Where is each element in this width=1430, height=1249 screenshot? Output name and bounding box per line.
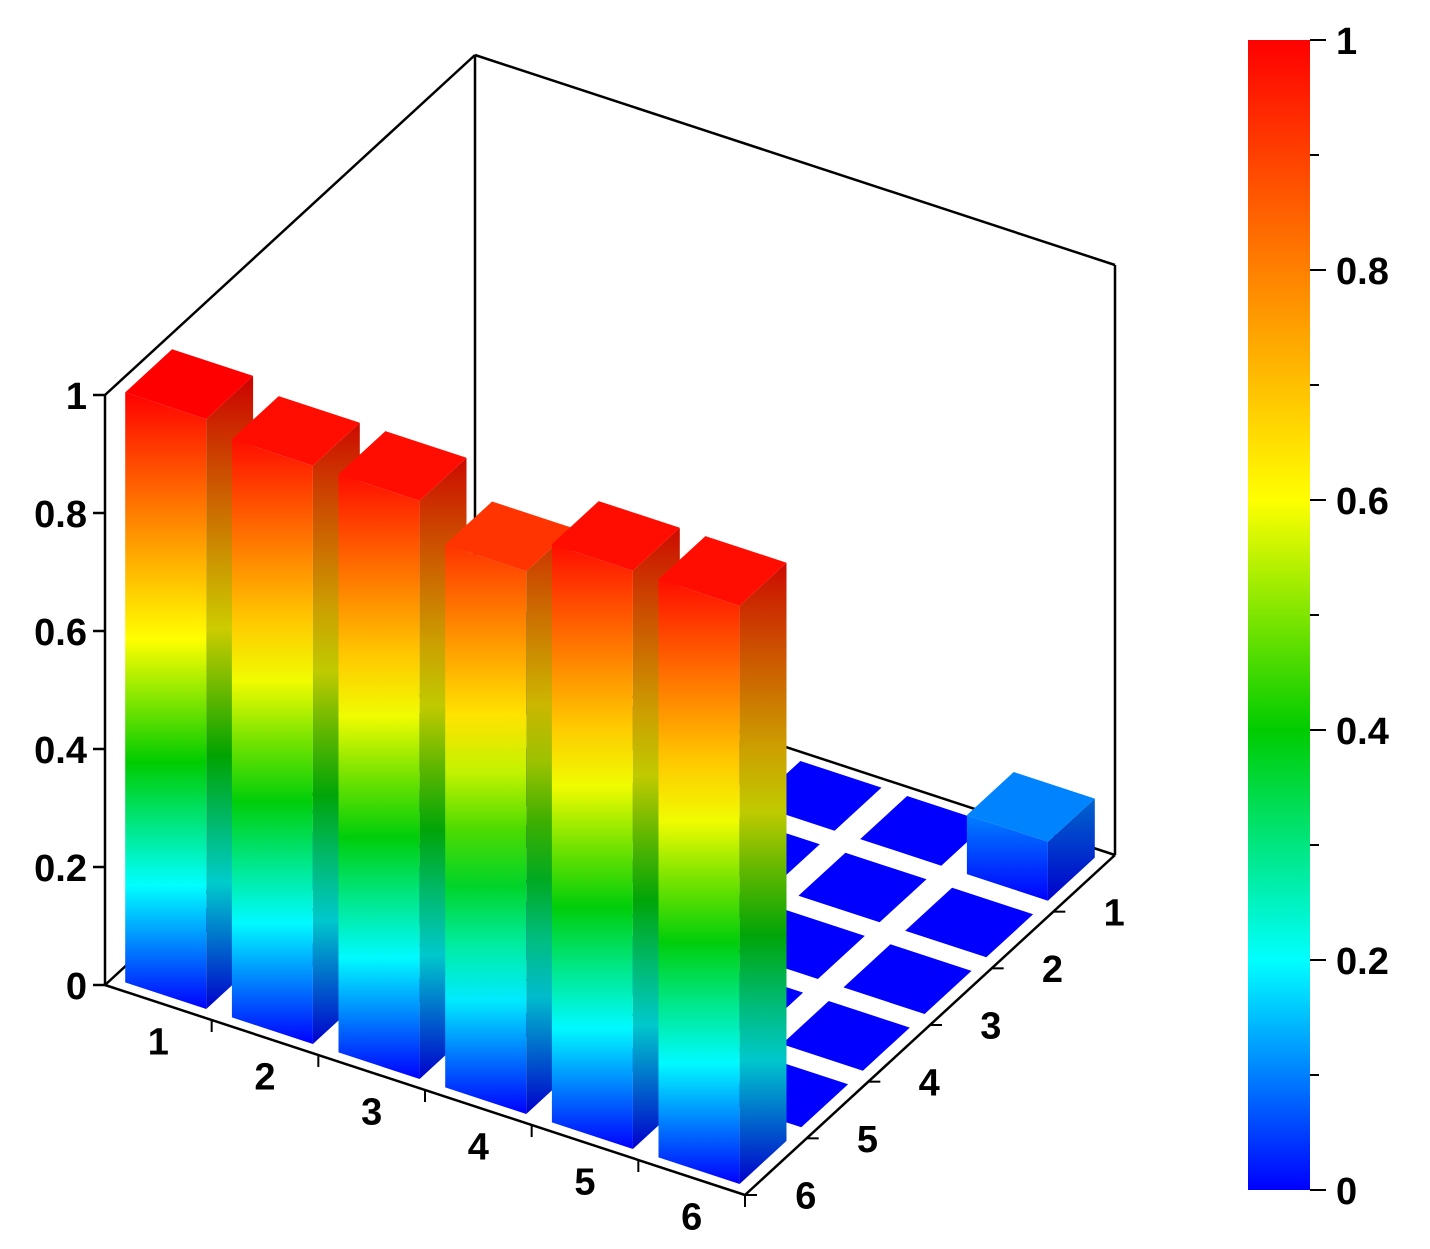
bar [966, 772, 1095, 901]
bar-top [445, 501, 574, 572]
z-tick-label: 0.6 [34, 612, 87, 654]
colorbar-tick-label: 0.8 [1336, 251, 1389, 293]
colorbar-tick-label: 0.4 [1336, 711, 1389, 753]
bar-top [338, 431, 467, 501]
colorbar-tick-label: 0.6 [1336, 481, 1389, 523]
x-tick-label: 5 [574, 1162, 595, 1204]
colorbar: 0 0.2 0.4 0.6 0.8 1 [1248, 21, 1389, 1213]
bar-front-face [125, 392, 207, 1009]
bar-front-face [658, 579, 740, 1184]
bar [843, 944, 972, 1014]
bar-top [658, 536, 787, 606]
bar-top [231, 396, 360, 466]
colorbar-tick-label: 0 [1336, 1171, 1357, 1213]
axis-line [474, 53, 1116, 267]
colorbar-tick-label: 0.2 [1336, 941, 1389, 983]
bar-front-face [338, 474, 420, 1079]
bar-front-face [966, 815, 1048, 901]
bar [860, 796, 989, 866]
bar [445, 501, 574, 1114]
bars [125, 349, 1095, 1184]
z-tick-label: 1 [66, 376, 87, 418]
z-tick-label: 0.2 [34, 848, 87, 890]
z-tick-label: 0.4 [34, 730, 87, 772]
bar [781, 1001, 910, 1071]
bar-top [781, 1001, 910, 1071]
bar-top [125, 349, 254, 419]
bar [658, 536, 787, 1184]
bar [798, 852, 927, 923]
bar-top [860, 796, 989, 866]
z-tick-label: 0 [66, 966, 87, 1008]
colorbar-tick-label: 1 [1336, 21, 1357, 63]
bar-top [905, 887, 1034, 958]
x-tick-label: 4 [468, 1127, 489, 1169]
y-tick-label: 4 [919, 1062, 940, 1104]
bar-top [966, 772, 1095, 842]
bar-front-face [551, 544, 633, 1149]
bar-top [798, 852, 927, 923]
bar-front-face [231, 439, 313, 1044]
y-tick-label: 3 [980, 1006, 1001, 1048]
bar-top [551, 501, 680, 571]
y-tick-label: 2 [1042, 949, 1063, 991]
x-tick-label: 2 [254, 1057, 275, 1099]
y-tick-label: 5 [857, 1119, 878, 1161]
axis-line [104, 54, 476, 396]
bar-side-face [1047, 798, 1095, 901]
z-tick-label: 0.8 [34, 494, 87, 536]
bar-top [843, 944, 972, 1014]
y-tick-label: 6 [795, 1176, 816, 1218]
bar [905, 887, 1034, 958]
x-tick-label: 1 [148, 1022, 169, 1064]
y-tick-label: 1 [1104, 892, 1125, 934]
colorbar-gradient [1248, 40, 1310, 1190]
x-tick-label: 6 [681, 1197, 702, 1239]
x-tick-label: 3 [361, 1092, 382, 1134]
bar-front-face [445, 544, 527, 1114]
bar-side-face [739, 562, 787, 1184]
